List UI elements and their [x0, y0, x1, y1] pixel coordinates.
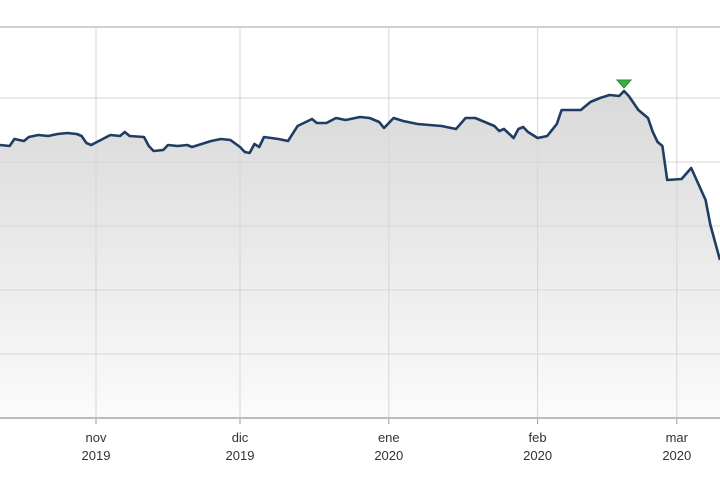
max-marker [615, 79, 633, 89]
x-tick-label: nov [86, 430, 107, 445]
x-tick-year: 2020 [523, 448, 552, 463]
x-tick-label: feb [529, 430, 547, 445]
x-tick-year: 2019 [82, 448, 111, 463]
area [0, 91, 720, 418]
line [0, 89, 720, 261]
x-tick-year: 2020 [662, 448, 691, 463]
x-tick-year: 2020 [374, 448, 403, 463]
x-tick-year: 2019 [226, 448, 255, 463]
x-tick-label: dic [232, 430, 249, 445]
x-tick-label: mar [666, 430, 689, 445]
x-tick-label: ene [378, 430, 400, 445]
